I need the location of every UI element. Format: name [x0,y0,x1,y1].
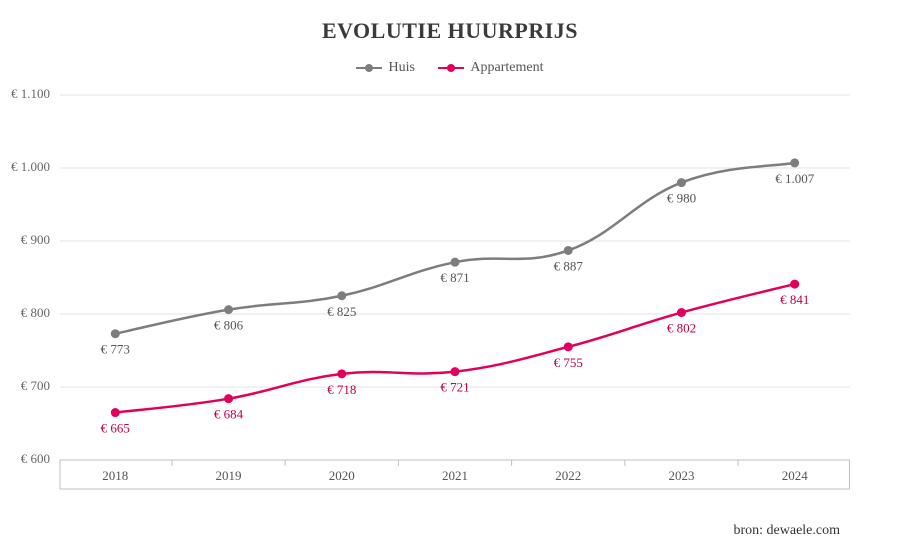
x-tick-label: 2024 [782,468,809,483]
data-label-huis: € 887 [554,258,584,273]
data-label-huis: € 980 [667,191,696,206]
y-tick-label: € 800 [21,305,50,320]
y-tick-label: € 600 [21,451,50,466]
data-label-huis: € 871 [440,270,469,285]
legend-label-appartement: Appartement [470,60,543,76]
series-point-appt [451,367,460,376]
series-point-huis [224,305,233,314]
x-tick-label: 2019 [216,468,242,483]
legend-item-appartement: Appartement [438,60,543,76]
series-appt: € 665 € 684 € 718 € 721 € 755 € 802 € 841 [101,280,810,436]
y-tick-label: € 1.100 [11,86,50,101]
series-point-appt [337,369,346,378]
legend: Huis Appartement [0,58,900,76]
series-point-appt [564,342,573,351]
y-tick-label: € 900 [21,232,50,247]
series-line-huis [115,163,794,334]
legend-marker-huis [356,67,382,69]
legend-marker-appartement [438,67,464,69]
data-label-huis: € 773 [101,342,130,357]
data-label-appt: € 665 [101,421,130,436]
chart-title: EVOLUTIE HUURPRIJS [0,18,900,44]
x-tick-label: 2018 [102,468,128,483]
series-point-appt [224,394,233,403]
chart-svg: € 600€ 700€ 800€ 900€ 1.000€ 1.100201820… [60,95,850,490]
series-point-huis [337,291,346,300]
x-tick-label: 2023 [668,468,694,483]
data-label-appt: € 684 [214,407,244,422]
data-label-appt: € 755 [554,355,583,370]
data-label-huis: € 825 [327,304,356,319]
data-label-appt: € 718 [327,382,356,397]
y-tick-label: € 700 [21,378,50,393]
x-tick-label: 2021 [442,468,468,483]
x-tick-label: 2020 [329,468,355,483]
legend-label-huis: Huis [388,60,414,76]
x-tick-label: 2022 [555,468,581,483]
chart-plot-area: € 600€ 700€ 800€ 900€ 1.000€ 1.100201820… [60,95,850,490]
y-axis-labels: € 600 € 700 € 800 € 900 € 1.000 € 1.100 [11,86,50,466]
series-point-appt [677,308,686,317]
data-label-appt: € 841 [780,292,809,307]
data-label-appt: € 802 [667,321,696,336]
series-point-appt [790,280,799,289]
series-point-appt [111,408,120,417]
series-point-huis [677,178,686,187]
data-label-appt: € 721 [440,380,469,395]
data-label-huis: € 806 [214,318,244,333]
data-label-huis: € 1.007 [775,171,815,186]
series-point-huis [451,258,460,267]
series-point-huis [564,246,573,255]
x-axis-labels: 2018 2019 2020 2021 2022 2023 2024 [102,468,808,483]
legend-item-huis: Huis [356,60,414,76]
source-label: bron: dewaele.com [733,523,840,539]
series-point-huis [111,329,120,338]
series-point-huis [790,158,799,167]
series-huis: € 773 € 806 € 825 € 871 € 887 € 980 € 1.007 [101,158,815,356]
y-tick-label: € 1.000 [11,159,50,174]
